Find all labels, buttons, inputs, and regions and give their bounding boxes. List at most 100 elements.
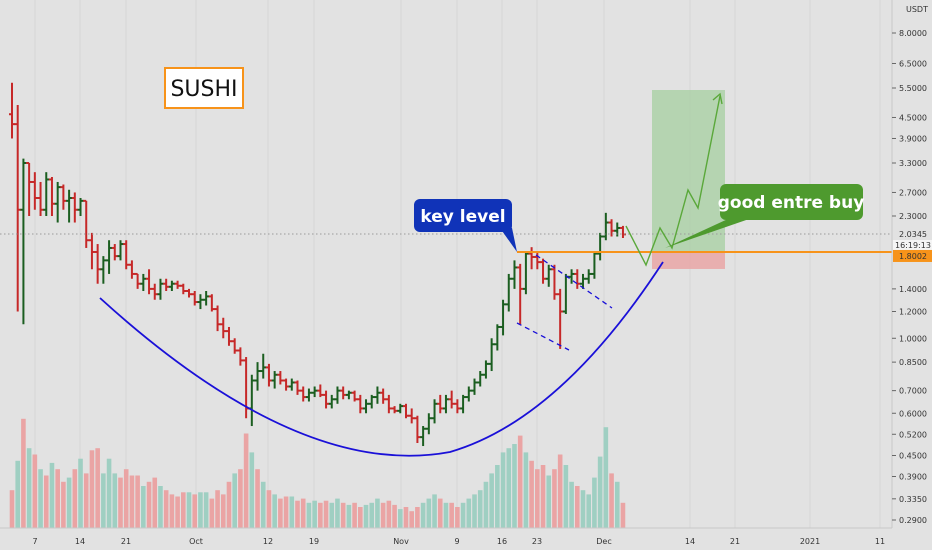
ohlc-bar [431,399,438,424]
countdown-bg [893,240,932,252]
volume-bar [477,490,483,528]
volume-bar [198,492,203,528]
volume-bar [523,452,529,528]
ohlc-bar [534,251,541,270]
target-profit-zone [652,90,725,252]
price-tick-label: 6.5000 [899,59,927,68]
ohlc-bar [31,172,38,210]
ohlc-bar [54,181,61,223]
volume-bar [232,473,237,528]
volume-bar [455,507,460,528]
ohlc-bar [265,363,272,387]
ohlc-bar [100,256,107,284]
key-level-callout-box [414,199,512,232]
symbol-title-box [164,67,244,109]
volume-bar [369,502,375,528]
volume-bar [517,435,523,528]
ohlc-bar [562,273,569,314]
ohlc-bar [203,290,210,306]
volume-bar [255,469,260,528]
ohlc-bar [408,408,415,424]
price-tick-label: 1.0000 [899,334,927,343]
volume-bar [169,494,175,528]
ohlc-bar [20,158,27,325]
volume-bar [318,502,323,528]
price-tick-label: 2.7000 [899,188,927,197]
ohlc-bar [106,240,113,274]
volume-bar [101,473,106,528]
key-level-callout: key level [414,199,517,252]
ohlc-bar [619,225,626,238]
ohlc-bar [197,294,204,310]
volume-bar [26,448,32,528]
key-level-price-label: 1.8002 [899,252,927,261]
ohlc-bar [191,290,198,306]
key-level-callout-pointer [500,228,517,252]
ohlc-bar [117,240,124,261]
ohlc-bar [208,294,215,312]
volume-bar [614,481,620,528]
ohlc-bar [608,219,615,237]
ohlc-bar [146,269,153,295]
ohlc-bar [288,378,295,391]
date-tick-label: 9 [454,537,459,546]
wedge-upper-line [535,254,613,309]
ohlc-bar [500,299,507,336]
volume-bar [83,473,89,528]
volume-bar [260,481,266,528]
volume-bar [181,492,186,528]
rounding-bottom-curve [99,261,664,457]
ohlc-bar [465,386,472,402]
wedge-lower-line [516,322,570,351]
date-tick-label: 2021 [800,537,820,546]
ohlc-bar [186,288,193,298]
volume-bar [386,500,392,528]
ohlc-bar [260,353,267,379]
ohlc-bar [454,399,461,414]
ohlc-bar [163,278,170,291]
volume-bar [186,492,192,528]
price-tick-label: 5.5000 [899,84,927,93]
volume-bar [118,477,123,528]
volume-bar [329,502,335,528]
ohlc-bar [477,371,484,387]
volume-bar [106,458,112,528]
volume-bar [312,500,317,528]
price-tick-label: 1.2000 [899,308,927,317]
ohlc-bar [60,184,67,210]
volume-bar [340,502,346,528]
ohlc-bar [460,394,467,414]
ohlc-bar [522,251,529,295]
volume-bar [163,490,169,528]
stop-loss-zone [652,251,725,269]
volume-bar [220,494,226,528]
ohlc-bar [111,244,118,261]
volume-bar [306,502,312,528]
volume-bar [563,465,569,528]
ohlc-bar [294,380,301,395]
date-tick-label: 11 [875,537,885,546]
price-tick-label: 3.3000 [899,159,927,168]
volume-bar [43,475,49,528]
ohlc-bar [83,199,90,248]
volume-bar [472,494,477,528]
volume-bar [466,498,472,528]
volume-bar [249,452,255,528]
ohlc-bar [557,288,564,349]
volume-bar [15,460,21,528]
volume-bar [460,502,466,528]
price-tick-label: 4.5000 [899,113,927,122]
entry-callout-pointer [665,218,752,248]
ohlc-bar [488,338,495,372]
price-tick-label: 0.8500 [899,358,927,367]
ohlc-bar [482,360,489,379]
ohlc-bar [300,386,307,402]
volume-bar [449,502,454,528]
volume-bar [489,473,494,528]
volume-bar [78,458,83,528]
volume-bar [266,490,272,528]
ohlc-bar [442,394,449,414]
volume-bar [146,481,152,528]
